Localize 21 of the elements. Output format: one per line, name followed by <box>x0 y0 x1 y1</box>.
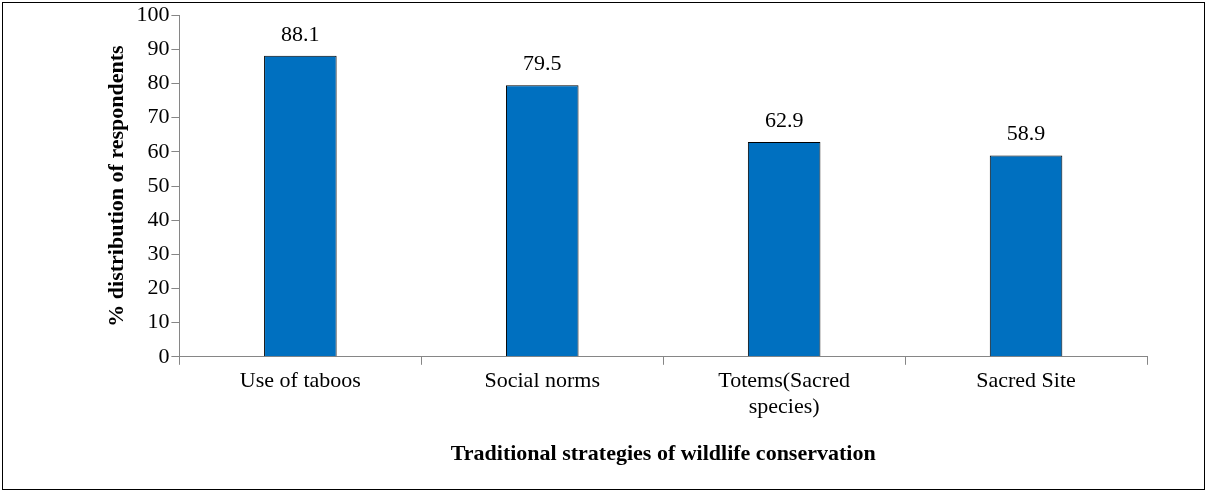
x-tick-label: Use of taboos <box>239 366 361 392</box>
y-tick-label: 70 <box>147 103 170 129</box>
y-tick-label: 100 <box>136 0 170 26</box>
y-tick-label: 10 <box>147 308 170 334</box>
y-tick-label: 90 <box>147 35 170 61</box>
y-tick-label: 30 <box>147 240 170 266</box>
y-axis-title: % distribution of respondents <box>102 44 128 327</box>
y-tick-label: 80 <box>147 69 170 95</box>
data-label: 62.9 <box>764 106 804 132</box>
y-tick-label: 0 <box>158 342 170 368</box>
data-label: 79.5 <box>523 50 562 76</box>
data-label: 58.9 <box>1006 120 1046 146</box>
data-label: 88.1 <box>281 20 320 46</box>
y-tick-label: 60 <box>147 137 170 163</box>
x-tick-label: Social norms <box>484 366 600 392</box>
y-tick-label: 50 <box>147 171 170 197</box>
x-tick-label: Totems(Sacred species) <box>718 366 850 419</box>
x-axis-title: Traditional strategies of wildlife conservation <box>450 440 876 466</box>
y-tick-label: 40 <box>147 205 170 231</box>
x-tick-label: Sacred Site <box>976 366 1076 392</box>
y-tick-label: 20 <box>147 274 170 300</box>
